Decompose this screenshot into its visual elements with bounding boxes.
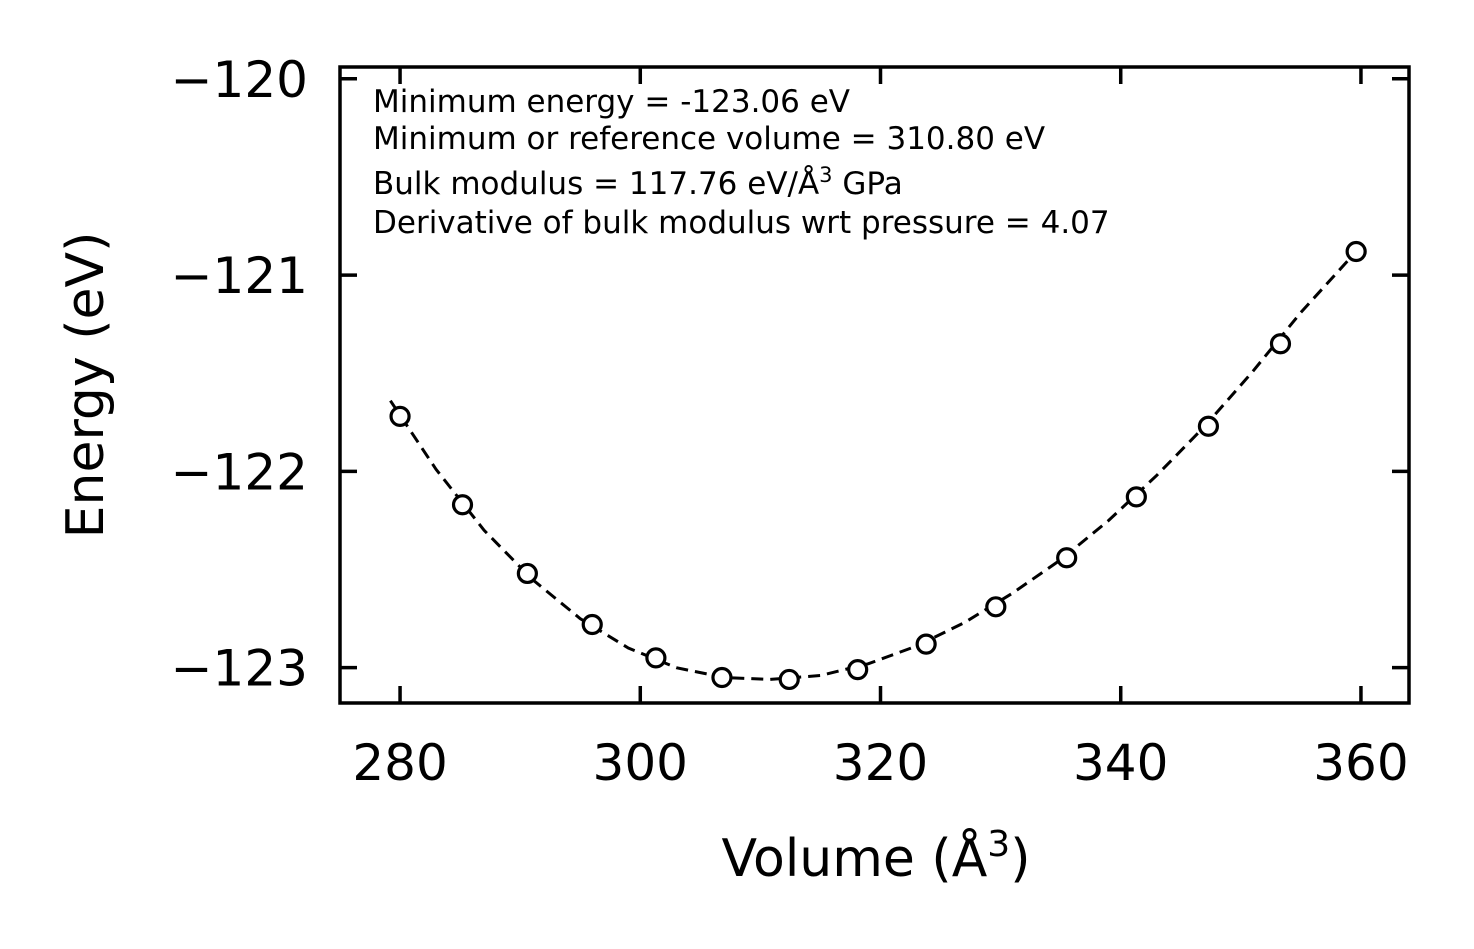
y-tick-label: −122 — [171, 443, 308, 501]
annotation-min-volume: Minimum or reference volume = 310.80 eV — [373, 121, 1045, 157]
annotation-min-energy: Minimum energy = -123.06 eV — [373, 84, 850, 120]
fit-curve-line — [389, 250, 1358, 681]
data-point — [915, 633, 937, 655]
y-tick-label: −120 — [171, 51, 308, 109]
data-point — [985, 596, 1007, 618]
x-axis-label-main: Volume (Å — [722, 827, 988, 889]
x-tick-label: 340 — [1073, 734, 1168, 792]
annotation-bulk-modulus: Bulk modulus = 117.76 eV/Å3 GPa — [373, 163, 903, 202]
x-tick-label: 300 — [593, 734, 688, 792]
data-point — [1197, 415, 1220, 437]
data-point — [1056, 547, 1078, 569]
y-tick-label: −121 — [171, 247, 308, 305]
data-point — [451, 494, 474, 516]
x-axis-label-close: ) — [1010, 829, 1030, 889]
data-point — [1125, 486, 1147, 508]
data-point — [1345, 240, 1367, 263]
x-tick-label: 360 — [1313, 734, 1408, 792]
fit-curve-layer — [389, 250, 1358, 681]
data-point — [645, 647, 667, 669]
y-axis-label: Energy (eV) — [56, 232, 116, 539]
data-point — [516, 562, 538, 585]
x-tick-label: 280 — [352, 734, 447, 792]
x-axis-label-superscript: 3 — [987, 824, 1010, 865]
bulk-modulus-prefix: Bulk modulus = 117.76 eV/Å — [373, 166, 819, 202]
annotation-box: Minimum energy = -123.06 eV Minimum or r… — [373, 84, 1110, 241]
annotation-bulk-derivative: Derivative of bulk modulus wrt pressure … — [373, 205, 1110, 241]
data-points-layer — [389, 240, 1367, 691]
ticks-layer: 280 300 320 340 360 −120 −121 −122 −123 — [171, 51, 1409, 792]
data-point — [778, 668, 800, 691]
data-point — [847, 659, 869, 681]
data-point — [711, 666, 733, 689]
x-tick-label: 320 — [833, 734, 928, 792]
bulk-modulus-superscript: 3 — [819, 163, 832, 187]
data-point — [581, 613, 603, 636]
data-point — [389, 405, 411, 428]
data-point — [1269, 333, 1292, 355]
bulk-modulus-suffix: GPa — [833, 166, 903, 202]
y-tick-label: −123 — [171, 640, 308, 698]
plot-frame — [338, 65, 1411, 705]
x-axis-label: Volume (Å3) — [722, 824, 1031, 889]
